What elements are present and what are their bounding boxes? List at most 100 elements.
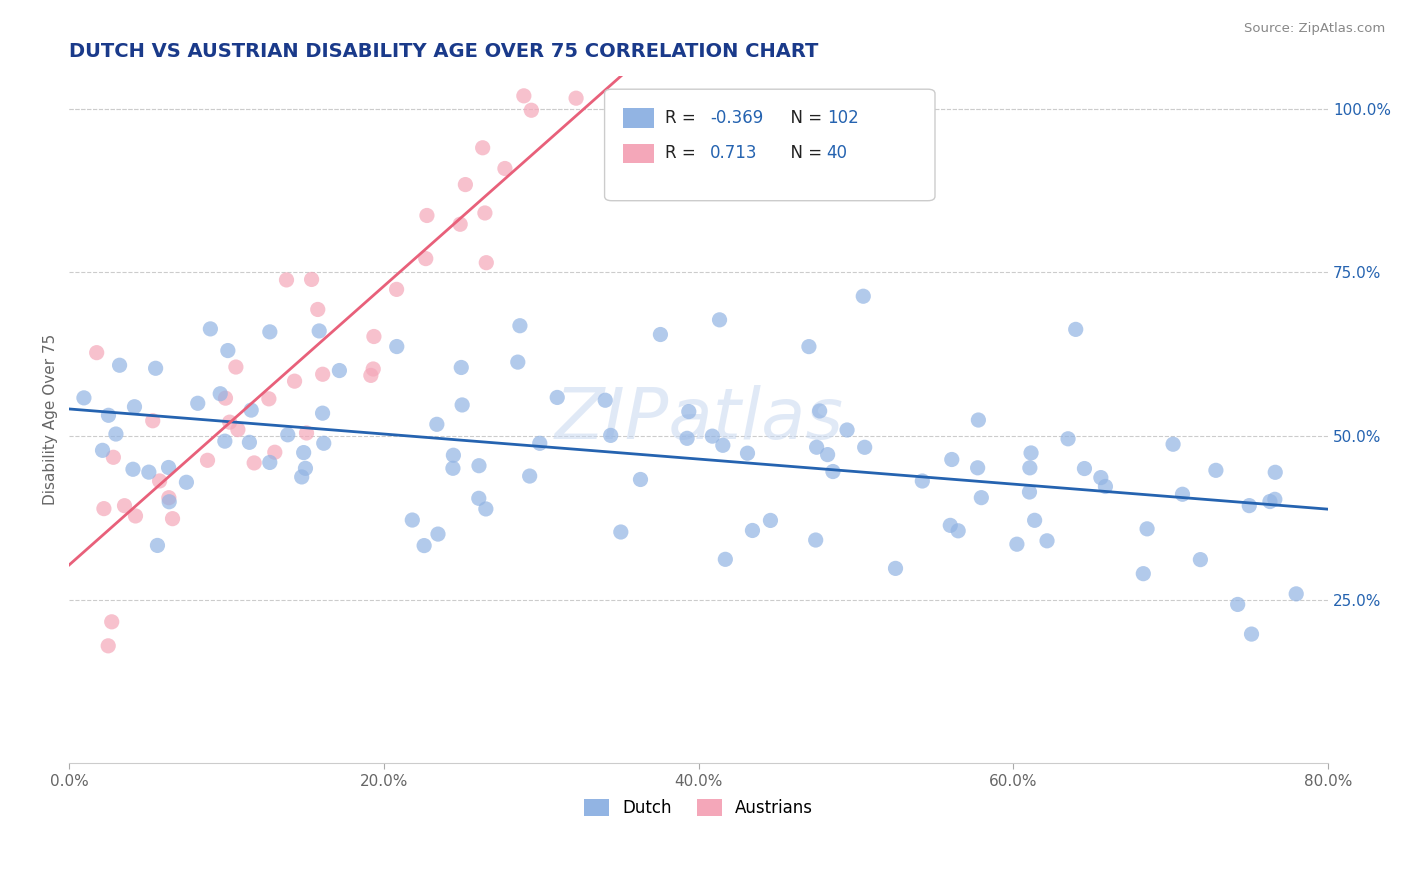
Point bbox=[277, 427, 299, 442]
Text: 0.713: 0.713 bbox=[710, 145, 758, 162]
Point bbox=[149, 474, 172, 488]
Point bbox=[124, 400, 146, 414]
Text: -0.369: -0.369 bbox=[710, 109, 763, 127]
Point bbox=[970, 491, 993, 505]
Point bbox=[676, 431, 699, 445]
Point bbox=[1018, 485, 1040, 500]
Point bbox=[1094, 479, 1116, 493]
Point bbox=[225, 359, 247, 374]
Point bbox=[238, 435, 260, 450]
Point bbox=[1264, 492, 1286, 507]
Point bbox=[93, 501, 115, 516]
Text: 102: 102 bbox=[827, 109, 859, 127]
Point bbox=[441, 448, 464, 462]
Point bbox=[108, 358, 131, 372]
Point bbox=[294, 461, 316, 475]
Point bbox=[86, 345, 108, 359]
Point bbox=[415, 252, 437, 266]
Point bbox=[328, 363, 350, 377]
Point bbox=[835, 423, 858, 437]
Point bbox=[630, 473, 652, 487]
Point bbox=[385, 340, 408, 354]
Point bbox=[200, 322, 222, 336]
Point bbox=[711, 438, 734, 452]
Point bbox=[1161, 437, 1184, 451]
Point bbox=[157, 460, 180, 475]
Point bbox=[413, 539, 436, 553]
Point bbox=[176, 475, 198, 490]
Point bbox=[104, 427, 127, 442]
Point bbox=[218, 415, 240, 429]
Point bbox=[817, 448, 839, 462]
Point bbox=[276, 273, 298, 287]
Point bbox=[471, 141, 494, 155]
Point bbox=[468, 458, 491, 473]
Point bbox=[1258, 494, 1281, 508]
Point bbox=[145, 361, 167, 376]
Point bbox=[209, 386, 232, 401]
Point bbox=[214, 391, 236, 405]
Text: R =: R = bbox=[665, 145, 702, 162]
Point bbox=[939, 518, 962, 533]
Point bbox=[311, 368, 333, 382]
Point bbox=[1064, 322, 1087, 336]
Point bbox=[941, 452, 963, 467]
Point bbox=[475, 255, 498, 269]
Point bbox=[441, 461, 464, 475]
Point bbox=[122, 462, 145, 476]
Point bbox=[520, 103, 543, 118]
Point bbox=[157, 494, 180, 508]
Point bbox=[450, 360, 472, 375]
Point bbox=[709, 313, 731, 327]
Point bbox=[1285, 587, 1308, 601]
Point bbox=[284, 374, 307, 388]
Point bbox=[475, 502, 498, 516]
Point bbox=[737, 446, 759, 460]
Point bbox=[1240, 627, 1263, 641]
Point bbox=[142, 414, 165, 428]
Text: R =: R = bbox=[665, 109, 702, 127]
Point bbox=[1226, 598, 1249, 612]
Text: N =: N = bbox=[780, 109, 828, 127]
Point bbox=[911, 474, 934, 488]
Point bbox=[449, 217, 471, 231]
Point bbox=[427, 527, 450, 541]
Point bbox=[214, 434, 236, 449]
Point bbox=[217, 343, 239, 358]
Point bbox=[565, 91, 588, 105]
Point bbox=[797, 340, 820, 354]
Text: N =: N = bbox=[780, 145, 828, 162]
Point bbox=[1136, 522, 1159, 536]
Point bbox=[124, 508, 146, 523]
Point bbox=[146, 538, 169, 552]
Point bbox=[852, 289, 875, 303]
Point bbox=[804, 533, 827, 547]
Point bbox=[243, 456, 266, 470]
Point bbox=[599, 428, 621, 442]
Point bbox=[311, 406, 333, 420]
Point bbox=[73, 391, 96, 405]
Point bbox=[519, 469, 541, 483]
Y-axis label: Disability Age Over 75: Disability Age Over 75 bbox=[44, 334, 58, 505]
Point bbox=[97, 639, 120, 653]
Point bbox=[702, 429, 724, 443]
Point bbox=[966, 460, 988, 475]
Point bbox=[454, 178, 477, 192]
Point bbox=[100, 615, 122, 629]
Point bbox=[162, 511, 184, 525]
Point bbox=[1205, 463, 1227, 477]
Text: ZIPatlas: ZIPatlas bbox=[554, 385, 844, 454]
Point bbox=[292, 445, 315, 459]
Point bbox=[401, 513, 423, 527]
Point bbox=[546, 391, 568, 405]
Point bbox=[678, 404, 700, 418]
Point bbox=[1171, 487, 1194, 501]
Point bbox=[513, 88, 536, 103]
Point bbox=[97, 409, 120, 423]
Point bbox=[426, 417, 449, 432]
Point bbox=[853, 440, 876, 454]
Point bbox=[1132, 566, 1154, 581]
Point bbox=[884, 561, 907, 575]
Point bbox=[416, 209, 439, 223]
Point bbox=[308, 324, 330, 338]
